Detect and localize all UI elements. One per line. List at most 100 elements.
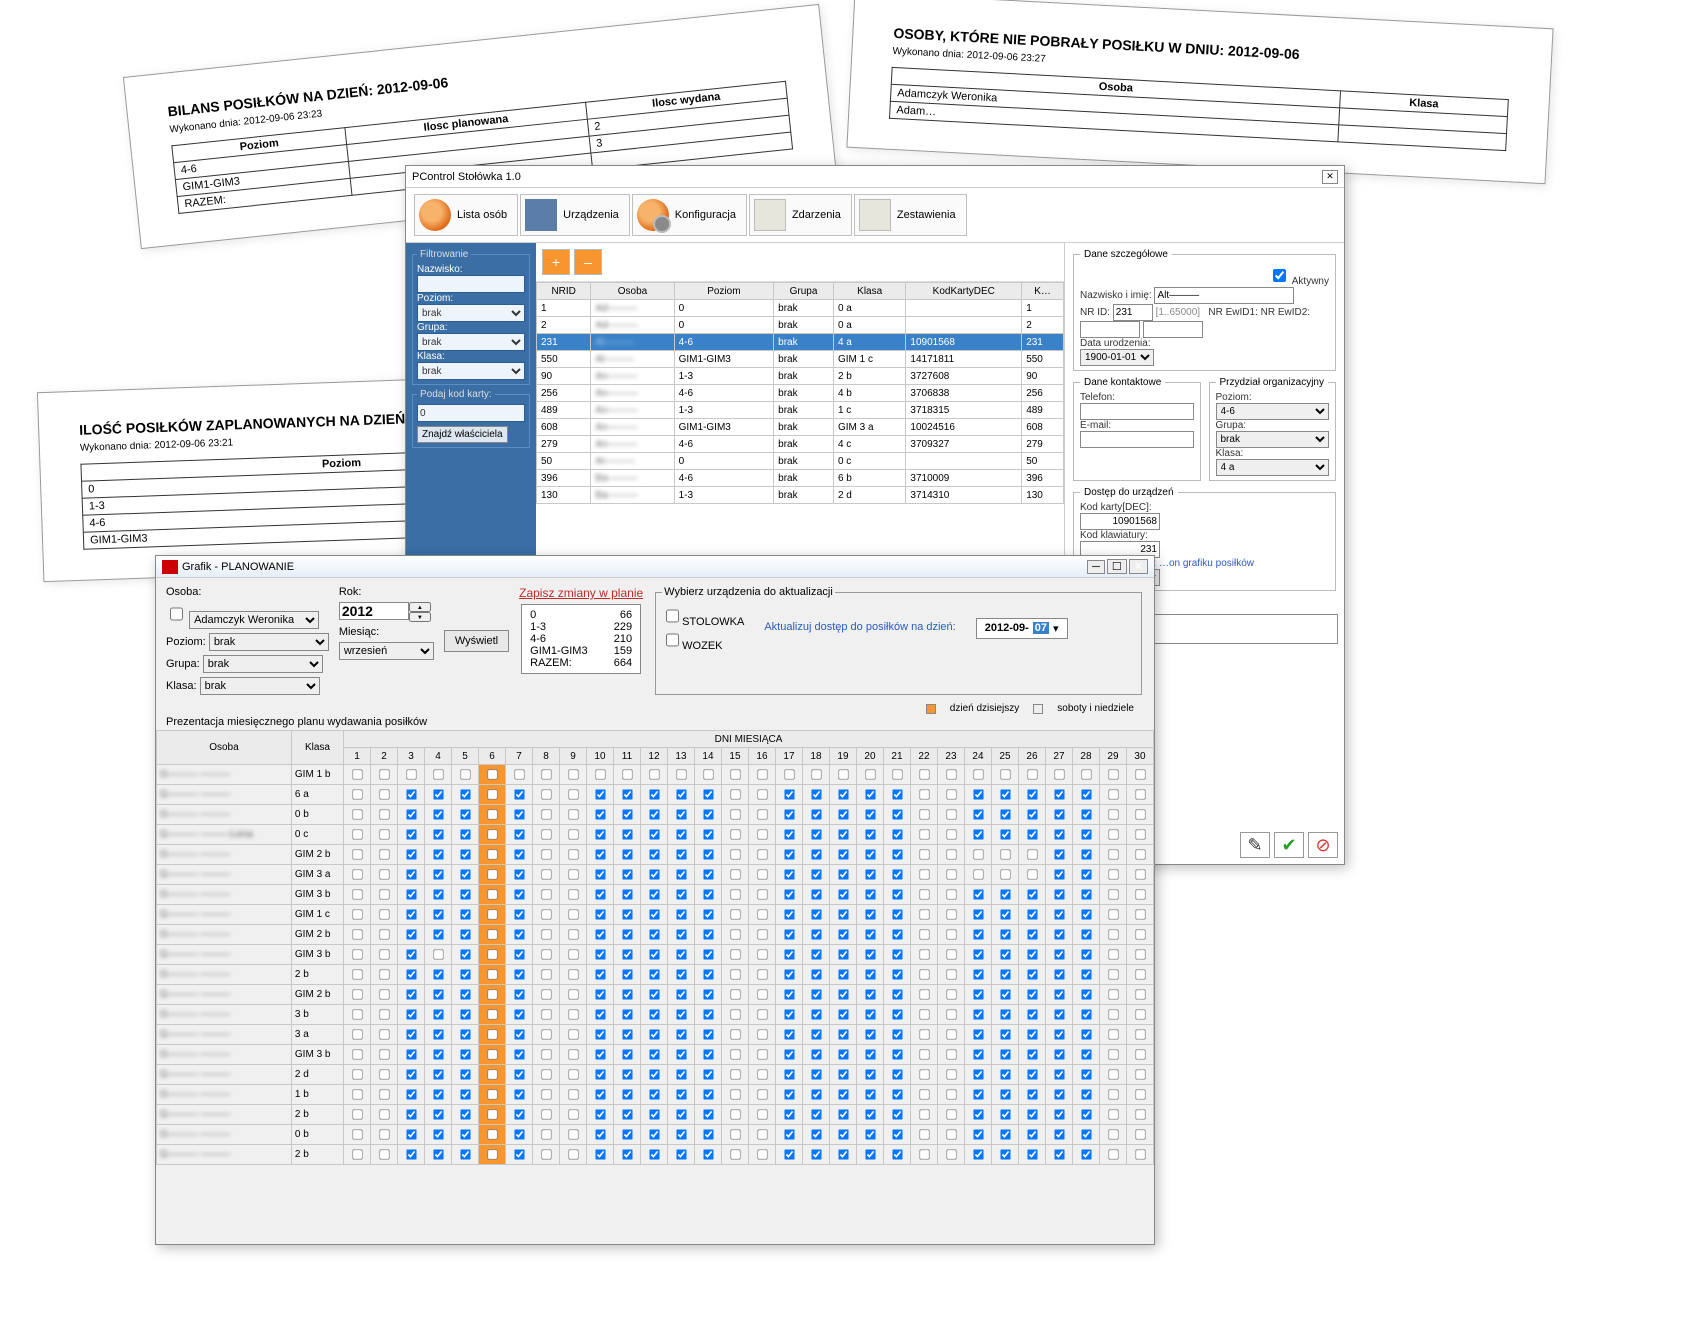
day-checkbox[interactable] [1081,769,1091,779]
day-checkbox[interactable] [1081,1149,1091,1159]
day-checkbox[interactable] [568,1029,578,1039]
day-checkbox[interactable] [406,869,416,879]
day-checkbox[interactable] [1081,789,1091,799]
day-checkbox[interactable] [730,789,740,799]
spin-down[interactable]: ▼ [409,612,431,622]
day-checkbox[interactable] [1000,1069,1010,1079]
day-checkbox[interactable] [757,1089,767,1099]
day-checkbox[interactable] [433,809,443,819]
day-checkbox[interactable] [676,969,686,979]
day-checkbox[interactable] [1027,849,1037,859]
day-checkbox[interactable] [1108,969,1118,979]
day-checkbox[interactable] [433,989,443,999]
day-checkbox[interactable] [1027,1029,1037,1039]
day-checkbox[interactable] [514,1129,524,1139]
day-checkbox[interactable] [541,809,551,819]
day-checkbox[interactable] [433,1149,443,1159]
table-row[interactable]: G——— ———GIM 2 b [157,985,1154,1005]
select-poziom[interactable]: brak [209,633,329,651]
day-checkbox[interactable] [730,889,740,899]
day-checkbox[interactable] [784,909,794,919]
day-checkbox[interactable] [946,929,956,939]
day-checkbox[interactable] [568,809,578,819]
day-checkbox[interactable] [757,809,767,819]
table-row[interactable]: 279An———4-6brak4 c3709327279 [537,436,1064,453]
day-checkbox[interactable] [1000,1049,1010,1059]
input-tel[interactable] [1080,403,1194,420]
day-checkbox[interactable] [622,1129,632,1139]
day-checkbox[interactable] [730,849,740,859]
table-row[interactable]: G——— ———GIM 3 b [157,1045,1154,1065]
btn-zdarzenia[interactable]: Zdarzenia [749,194,852,236]
day-checkbox[interactable] [514,1069,524,1079]
table-row[interactable]: G——— ———GIM 3 b [157,885,1154,905]
day-checkbox[interactable] [1135,909,1145,919]
day-checkbox[interactable] [622,1049,632,1059]
day-checkbox[interactable] [919,789,929,799]
day-checkbox[interactable] [892,929,902,939]
day-checkbox[interactable] [487,1069,497,1079]
day-checkbox[interactable] [1027,1129,1037,1139]
day-checkbox[interactable] [946,849,956,859]
day-checkbox[interactable] [595,1109,605,1119]
day-checkbox[interactable] [1054,1129,1064,1139]
table-row[interactable]: G——— ———2 b [157,965,1154,985]
btn-add-person[interactable]: + [542,249,570,275]
day-checkbox[interactable] [919,869,929,879]
day-checkbox[interactable] [568,929,578,939]
table-row[interactable]: G——— ———3 a [157,1025,1154,1045]
day-checkbox[interactable] [595,849,605,859]
day-checkbox[interactable] [838,909,848,919]
day-checkbox[interactable] [541,969,551,979]
day-checkbox[interactable] [1000,1109,1010,1119]
day-checkbox[interactable] [406,809,416,819]
day-checkbox[interactable] [1108,1109,1118,1119]
col-k[interactable]: K… [1022,283,1064,300]
day-checkbox[interactable] [703,789,713,799]
day-checkbox[interactable] [757,1149,767,1159]
day-checkbox[interactable] [1054,909,1064,919]
day-checkbox[interactable] [379,869,389,879]
day-checkbox[interactable] [946,1069,956,1079]
day-checkbox[interactable] [622,769,632,779]
day-checkbox[interactable] [568,1129,578,1139]
day-checkbox[interactable] [838,1149,848,1159]
day-checkbox[interactable] [892,769,902,779]
day-checkbox[interactable] [1054,1149,1064,1159]
day-checkbox[interactable] [973,1009,983,1019]
day-checkbox[interactable] [973,869,983,879]
day-checkbox[interactable] [1081,1069,1091,1079]
link-update[interactable]: Aktualizuj dostęp do posiłków na dzień: [764,621,955,634]
btn-close[interactable]: ✕ [1129,559,1148,574]
day-checkbox[interactable] [622,809,632,819]
day-checkbox[interactable] [892,1149,902,1159]
day-checkbox[interactable] [379,989,389,999]
day-checkbox[interactable] [703,1009,713,1019]
day-checkbox[interactable] [541,1129,551,1139]
day-checkbox[interactable] [649,789,659,799]
input-nazwisko[interactable] [417,275,525,293]
day-checkbox[interactable] [676,1129,686,1139]
day-checkbox[interactable] [460,1049,470,1059]
table-row[interactable]: 50Ar———0brak0 c50 [537,453,1064,470]
day-checkbox[interactable] [352,1029,362,1039]
day-checkbox[interactable] [622,1009,632,1019]
btn-edit[interactable]: ✎ [1240,832,1270,858]
day-checkbox[interactable] [838,869,848,879]
day-checkbox[interactable] [622,1109,632,1119]
day-checkbox[interactable] [460,769,470,779]
day-checkbox[interactable] [784,929,794,939]
day-checkbox[interactable] [784,849,794,859]
day-checkbox[interactable] [784,1109,794,1119]
day-checkbox[interactable] [811,949,821,959]
day-checkbox[interactable] [1081,829,1091,839]
day-checkbox[interactable] [541,889,551,899]
day-checkbox[interactable] [1081,1089,1091,1099]
table-row[interactable]: 130Ba———1-3brak2 d3714310130 [537,487,1064,504]
day-checkbox[interactable] [1108,769,1118,779]
day-checkbox[interactable] [973,969,983,979]
day-checkbox[interactable] [406,1029,416,1039]
day-checkbox[interactable] [919,1149,929,1159]
day-checkbox[interactable] [622,829,632,839]
day-checkbox[interactable] [676,1109,686,1119]
